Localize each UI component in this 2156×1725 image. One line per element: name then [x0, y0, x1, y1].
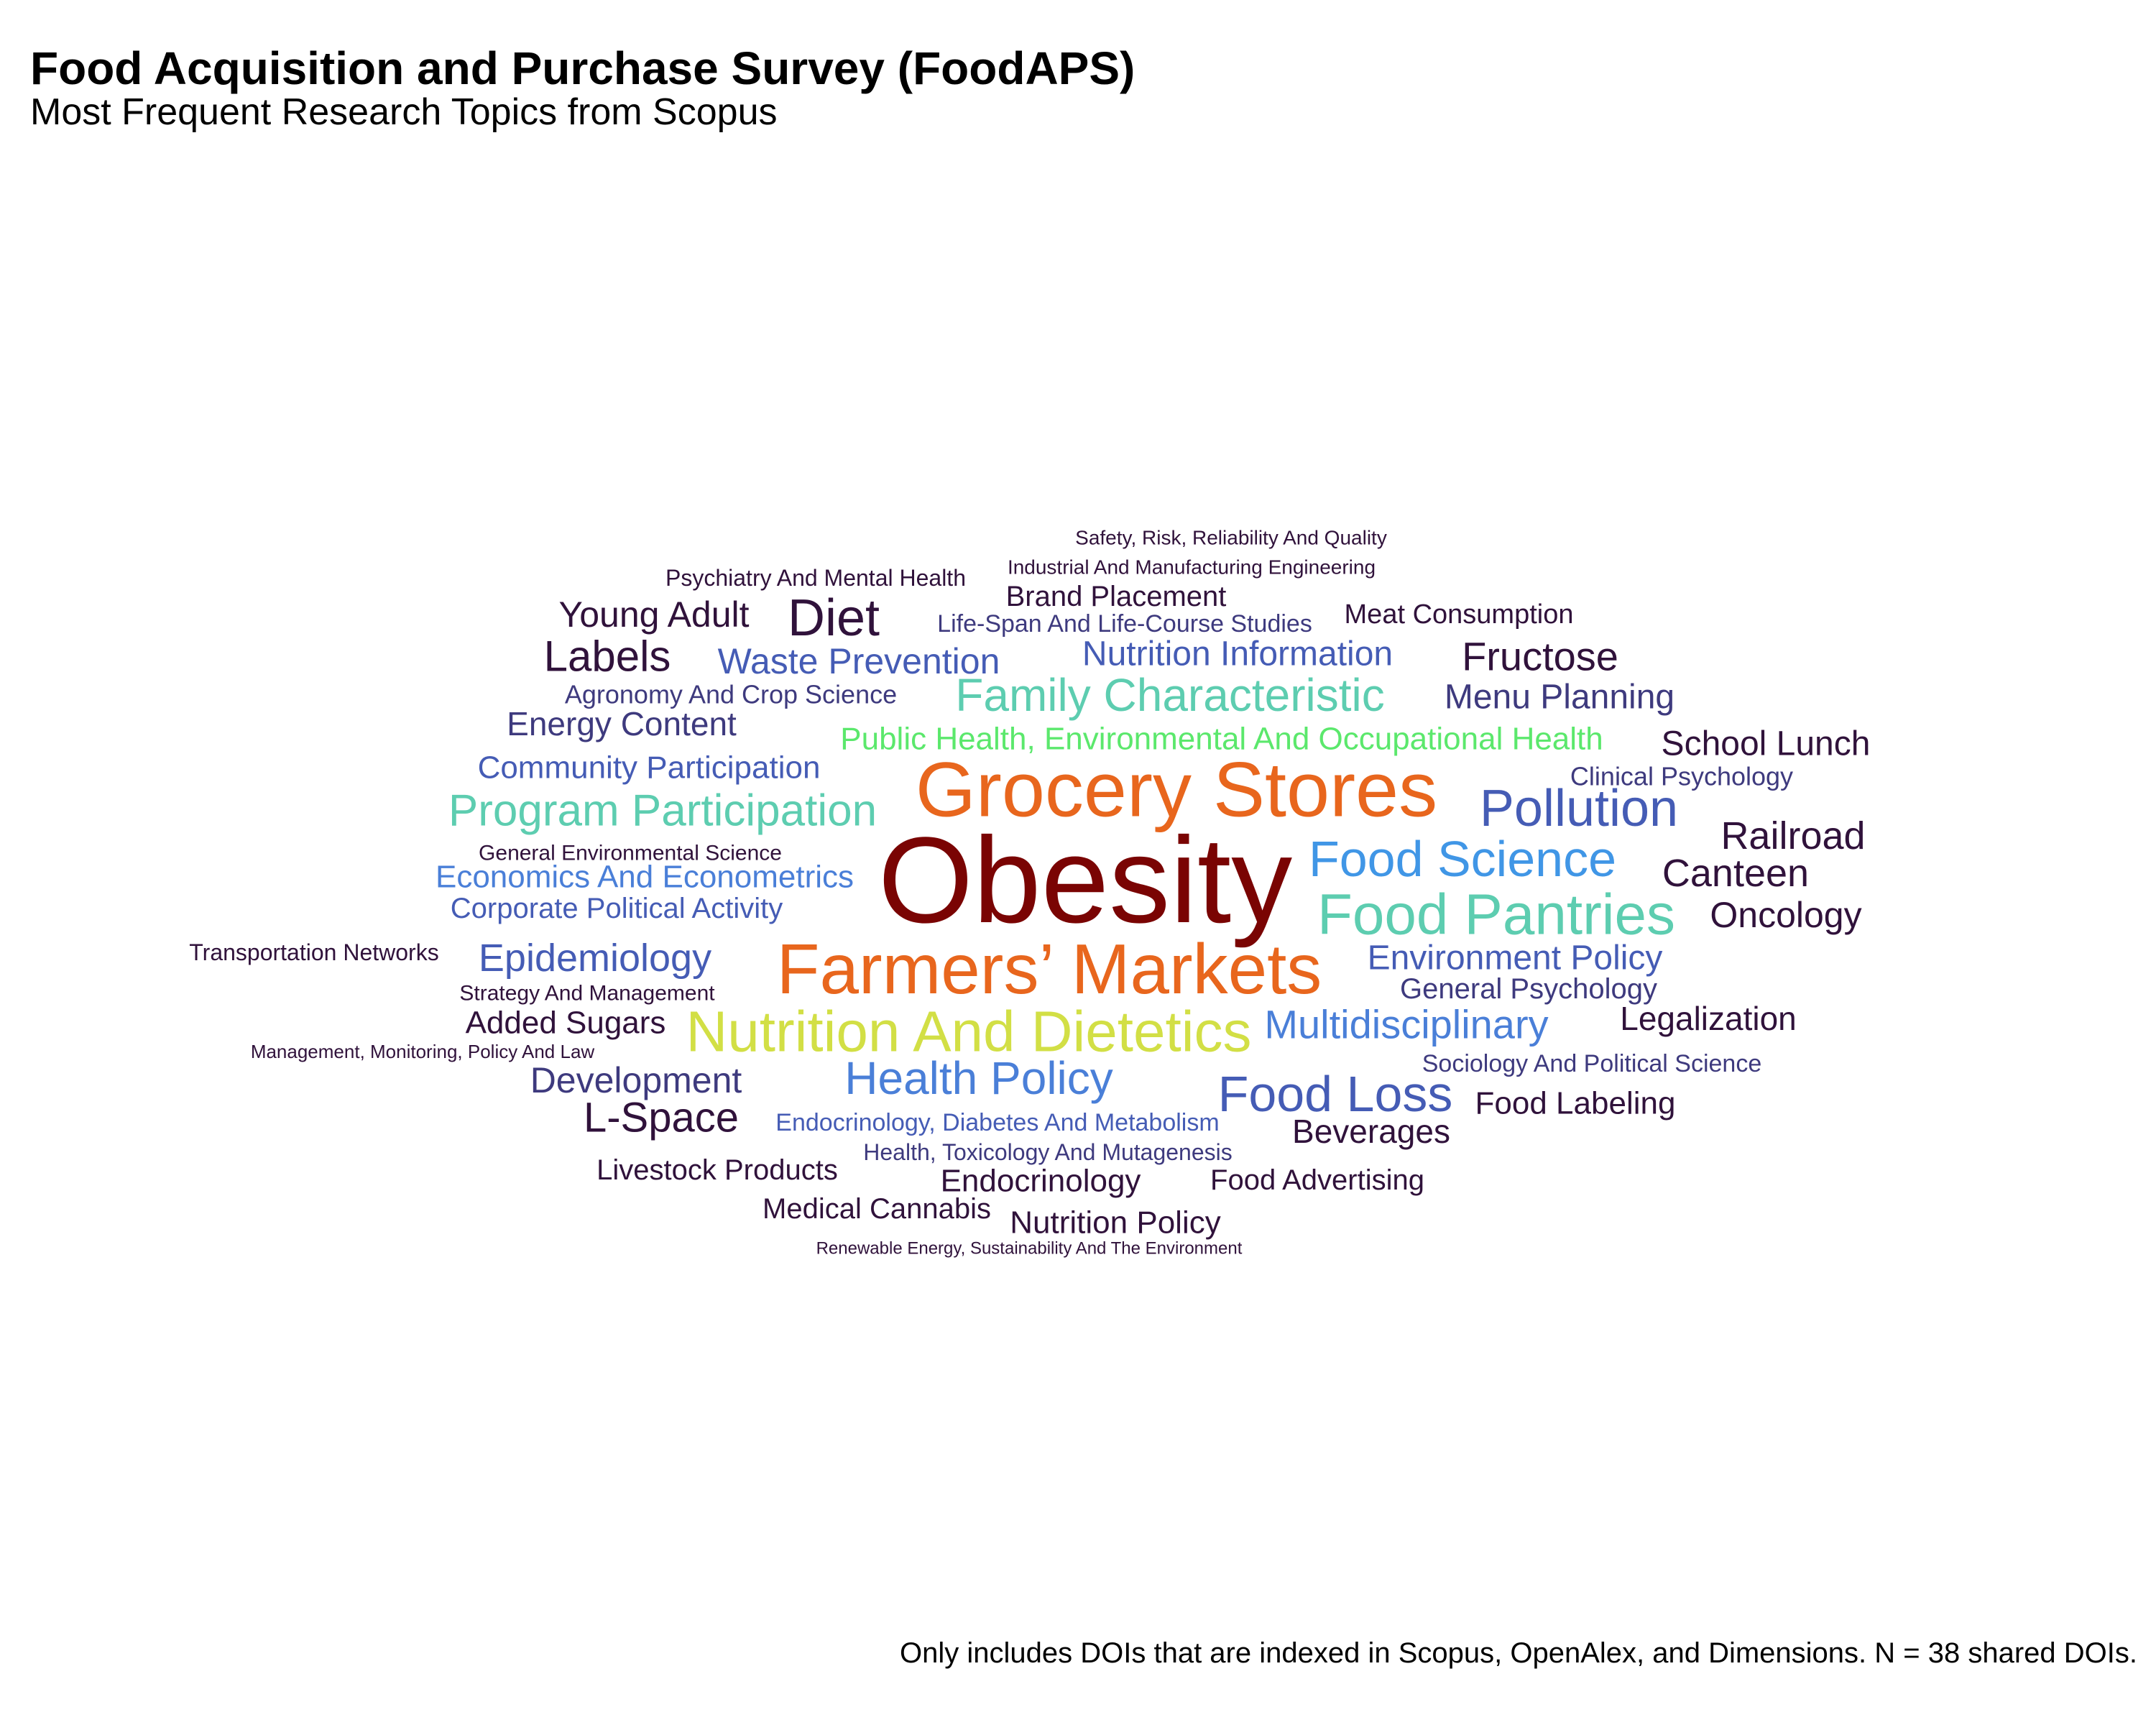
- word-psychiatry-and-mental-health: Psychiatry And Mental Health: [665, 565, 966, 591]
- word-endocrinology: Endocrinology: [941, 1164, 1141, 1199]
- word-safety-risk-reliability-and-quality: Safety, Risk, Reliability And Quality: [1075, 527, 1387, 549]
- word-food-science: Food Science: [1309, 831, 1616, 887]
- word-meat-consumption: Meat Consumption: [1345, 599, 1574, 630]
- word-grocery-stores: Grocery Stores: [916, 746, 1437, 833]
- word-diet: Diet: [788, 589, 880, 647]
- word-young-adult: Young Adult: [558, 594, 749, 635]
- word-renewable-energy-sustainability-and-the-environment: Renewable Energy, Sustainability And The…: [816, 1239, 1243, 1259]
- word-nutrition-policy: Nutrition Policy: [1010, 1205, 1220, 1241]
- word-multidisciplinary: Multidisciplinary: [1264, 1002, 1548, 1047]
- word-environment-policy: Environment Policy: [1368, 939, 1663, 978]
- word-nutrition-information: Nutrition Information: [1082, 635, 1393, 673]
- word-health-toxicology-and-mutagenesis: Health, Toxicology And Mutagenesis: [863, 1139, 1233, 1165]
- word-corporate-political-activity: Corporate Political Activity: [451, 893, 783, 924]
- word-beverages: Beverages: [1292, 1113, 1450, 1150]
- chart-title: Food Acquisition and Purchase Survey (Fo…: [30, 42, 1135, 94]
- word-food-advertising: Food Advertising: [1210, 1164, 1424, 1196]
- word-industrial-and-manufacturing-engineering: Industrial And Manufacturing Engineering: [1008, 556, 1376, 579]
- word-public-health-environmental-and-occupational-health: Public Health, Environmental And Occupat…: [840, 722, 1603, 757]
- word-general-environmental-science: General Environmental Science: [479, 842, 782, 865]
- word-nutrition-and-dietetics: Nutrition And Dietetics: [686, 1000, 1251, 1064]
- word-canteen: Canteen: [1662, 852, 1809, 895]
- word-management-monitoring-policy-and-law: Management, Monitoring, Policy And Law: [251, 1041, 595, 1062]
- word-pollution: Pollution: [1480, 780, 1678, 837]
- word-endocrinology-diabetes-and-metabolism: Endocrinology, Diabetes And Metabolism: [775, 1109, 1219, 1136]
- word-brand-placement: Brand Placement: [1006, 581, 1227, 612]
- chart-subtitle: Most Frequent Research Topics from Scopu…: [30, 91, 778, 133]
- word-waste-prevention: Waste Prevention: [718, 641, 1000, 681]
- word-energy-content: Energy Content: [507, 705, 737, 742]
- word-obesity: Obesity: [878, 812, 1292, 949]
- word-transportation-networks: Transportation Networks: [189, 939, 438, 965]
- word-health-policy: Health Policy: [844, 1052, 1113, 1104]
- word-food-loss: Food Loss: [1218, 1066, 1453, 1122]
- word-food-labeling: Food Labeling: [1475, 1086, 1676, 1121]
- word-fructose: Fructose: [1462, 634, 1618, 679]
- word-strategy-and-management: Strategy And Management: [459, 982, 715, 1006]
- word-general-psychology: General Psychology: [1400, 973, 1657, 1005]
- word-legalization: Legalization: [1620, 1000, 1797, 1037]
- word-family-characteristic: Family Characteristic: [955, 669, 1384, 721]
- word-life-span-and-life-course-studies: Life-Span And Life-Course Studies: [937, 610, 1312, 638]
- word-added-sugars: Added Sugars: [466, 1006, 666, 1041]
- word-epidemiology: Epidemiology: [479, 937, 711, 980]
- chart-caption: Only includes DOIs that are indexed in S…: [900, 1637, 2137, 1669]
- word-school-lunch: School Lunch: [1662, 725, 1871, 763]
- word-l-space: L-Space: [584, 1095, 739, 1141]
- word-program-participation: Program Participation: [448, 786, 877, 836]
- word-menu-planning: Menu Planning: [1445, 678, 1674, 717]
- word-sociology-and-political-science: Sociology And Political Science: [1422, 1050, 1762, 1077]
- word-medical-cannabis: Medical Cannabis: [763, 1193, 991, 1225]
- word-agronomy-and-crop-science: Agronomy And Crop Science: [565, 680, 897, 709]
- word-labels: Labels: [544, 632, 671, 681]
- word-food-pantries: Food Pantries: [1317, 883, 1675, 947]
- word-livestock-products: Livestock Products: [596, 1154, 838, 1186]
- word-oncology: Oncology: [1710, 895, 1861, 935]
- word-economics-and-econometrics: Economics And Econometrics: [436, 860, 854, 895]
- word-railroad: Railroad: [1720, 814, 1865, 857]
- word-farmers-markets: Farmers’ Markets: [777, 929, 1322, 1008]
- word-clinical-psychology: Clinical Psychology: [1570, 762, 1793, 791]
- word-development: Development: [530, 1060, 742, 1100]
- word-community-participation: Community Participation: [478, 750, 821, 786]
